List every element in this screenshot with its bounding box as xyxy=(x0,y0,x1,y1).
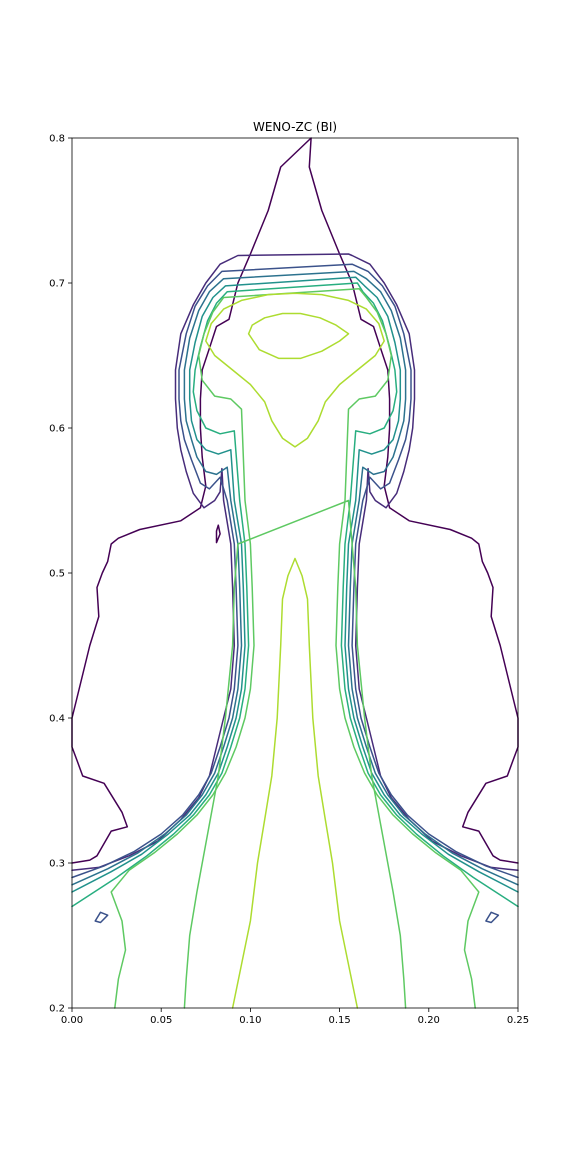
contour-loop-4 xyxy=(485,911,500,924)
y-tick-label: 0.8 xyxy=(49,134,65,145)
contour-line-6 xyxy=(71,282,519,908)
y-tick-label: 0.2 xyxy=(49,1004,65,1015)
x-tick-label: 0.25 xyxy=(507,1015,529,1026)
contour-line-3 xyxy=(71,263,519,879)
contour-line-8 xyxy=(205,292,385,448)
contour-loop-3 xyxy=(94,911,109,924)
x-tick-label: 0.20 xyxy=(418,1015,440,1026)
chart-title: WENO-ZC (BI) xyxy=(253,120,337,134)
y-tick-label: 0.4 xyxy=(49,714,65,725)
contour-line-2 xyxy=(71,253,519,872)
contour-loop-2 xyxy=(215,524,221,544)
y-tick-label: 0.7 xyxy=(49,279,65,290)
x-tick-label: 0.00 xyxy=(61,1015,83,1026)
contour-line-4 xyxy=(71,270,519,886)
x-tick-label: 0.10 xyxy=(239,1015,261,1026)
contour-line-9 xyxy=(231,557,359,1009)
y-tick-label: 0.3 xyxy=(49,859,65,870)
y-tick-label: 0.5 xyxy=(49,569,65,580)
x-axis: 0.00 0.05 0.10 0.15 0.20 0.25 xyxy=(61,1008,529,1026)
y-axis: 0.2 0.3 0.4 0.5 0.6 0.7 0.8 xyxy=(49,134,72,1015)
contour-line-5 xyxy=(71,276,519,893)
contour-line-7 xyxy=(110,288,480,1009)
contour-loop-1 xyxy=(247,312,350,360)
x-tick-label: 0.15 xyxy=(328,1015,350,1026)
x-tick-label: 0.05 xyxy=(150,1015,172,1026)
contour-lines xyxy=(71,137,519,1009)
y-tick-label: 0.6 xyxy=(49,424,65,435)
contour-line-10 xyxy=(183,499,407,1009)
